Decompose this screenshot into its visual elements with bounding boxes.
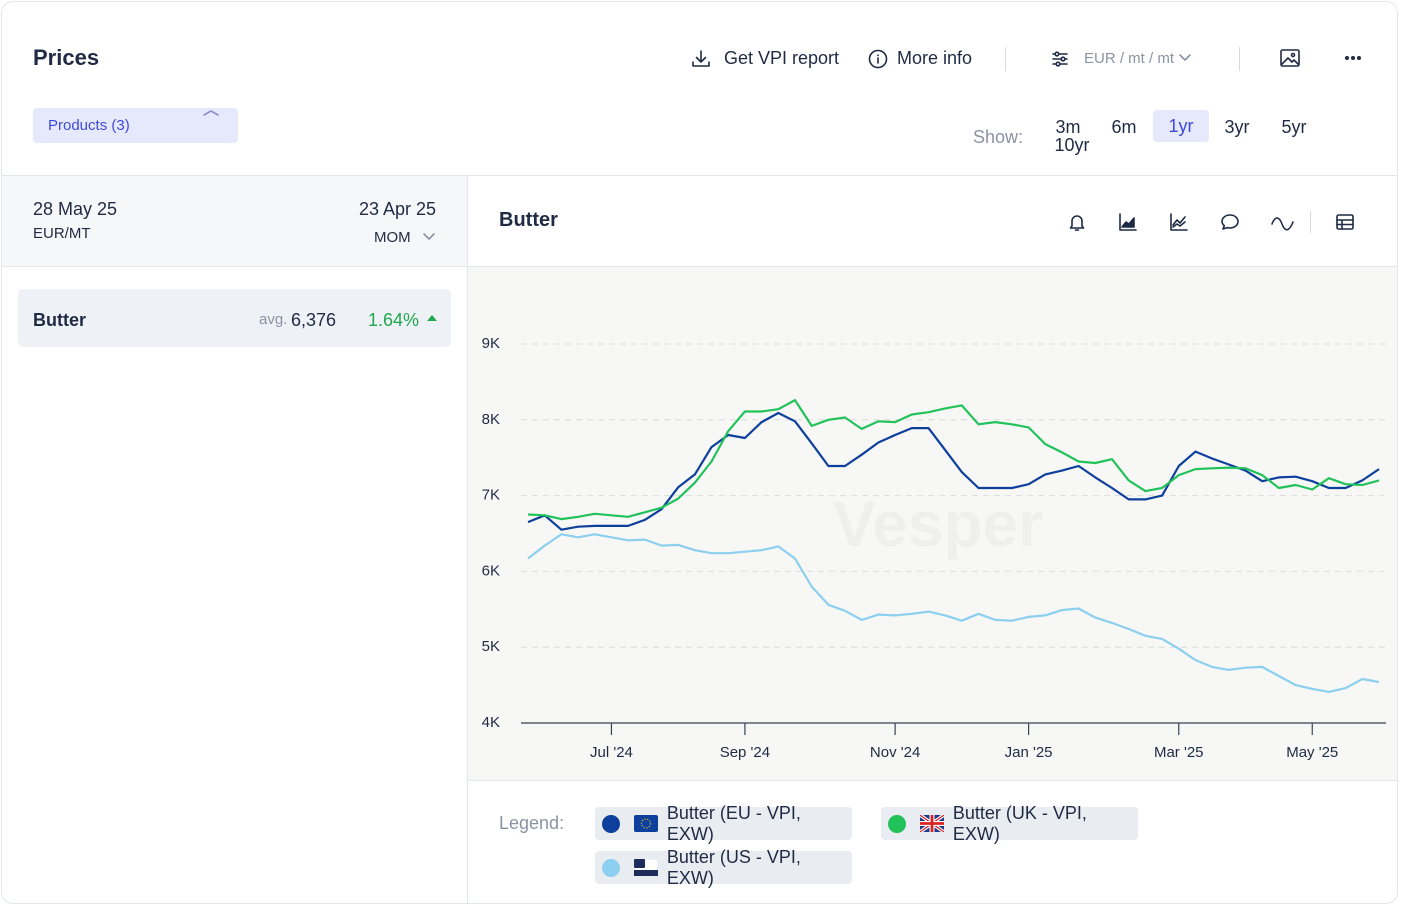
divider (468, 780, 1397, 781)
range-button[interactable]: 3m (1055, 117, 1081, 137)
x-tick-label: Sep '24 (720, 744, 770, 761)
area-chart-icon[interactable] (1117, 211, 1139, 233)
current-date: 28 May 25 (33, 199, 118, 219)
legend-label: Legend: (499, 813, 565, 833)
avg-value: 6,376 (291, 310, 337, 330)
image-export-icon[interactable] (1278, 47, 1302, 69)
legend-item[interactable]: Butter (UK - VPI, EXW) (881, 803, 1138, 844)
collapse-icon (203, 110, 219, 116)
legend-item[interactable]: Butter (EU - VPI, EXW) (595, 803, 852, 844)
y-tick-label: 7K (482, 487, 500, 504)
x-tick-label: Jan '25 (1005, 744, 1053, 761)
divider (2, 175, 1397, 176)
legend-swatch (602, 814, 620, 833)
x-tick-label: May '25 (1286, 744, 1338, 761)
line-chart: Vesper 4K 5K 6K 7K 8K 9K Jul '24 Sep '24 Nov '24… (468, 267, 1397, 780)
info-icon (868, 49, 888, 69)
series-line (527, 533, 1380, 693)
more-info-button[interactable]: More info (897, 48, 973, 68)
x-tick-label: Nov '24 (870, 744, 920, 761)
show-label: Show: (973, 127, 1024, 147)
products-button[interactable]: Products (3) (33, 108, 238, 143)
x-tick-label: Mar '25 (1154, 744, 1204, 761)
y-tick-label: 8K (482, 411, 500, 428)
products-label: Products (3) (48, 117, 130, 134)
product-row[interactable]: Butter avg. 6,376 1.64% (18, 289, 451, 347)
avg-label: avg. (259, 311, 288, 328)
legend-text: Butter (EU - VPI, EXW) (666, 802, 801, 844)
divider (468, 266, 1397, 267)
line-chart-icon[interactable] (1168, 211, 1190, 233)
page-title: Prices (33, 45, 100, 70)
divider (1310, 211, 1311, 233)
settings-icon (1052, 51, 1068, 67)
legend-swatch (602, 858, 620, 877)
alert-icon[interactable] (1066, 211, 1088, 233)
up-arrow (427, 315, 437, 321)
mode-selector[interactable]: MOM (374, 229, 411, 246)
y-tick-label: 5K (482, 638, 500, 655)
series-line (527, 399, 1380, 521)
legend-flag (919, 815, 944, 832)
comment-icon[interactable] (1219, 211, 1241, 233)
change-value: 1.64% (368, 310, 420, 330)
range-button[interactable]: 6m (1111, 117, 1137, 137)
legend-flag (633, 859, 658, 876)
y-tick-label: 9K (482, 335, 500, 352)
get-report-button[interactable]: Get VPI report (724, 48, 840, 68)
legend-flag (633, 815, 658, 832)
legend: Butter (EU - VPI, EXW) Butter (UK - VPI, … (595, 803, 1155, 888)
legend-text: Butter (US - VPI, EXW) (666, 846, 801, 888)
legend-item[interactable]: Butter (US - VPI, EXW) (595, 847, 852, 888)
divider (2, 266, 467, 267)
chart-title: Butter (499, 209, 558, 231)
product-name: Butter (33, 310, 86, 330)
more-menu-icon[interactable] (1342, 52, 1364, 64)
range-button[interactable]: 10yr (1054, 135, 1090, 155)
chevron-icon (423, 233, 435, 240)
divider (1239, 47, 1240, 71)
range-button[interactable]: 5yr (1281, 117, 1307, 137)
range-button[interactable]: 3yr (1224, 117, 1250, 137)
y-tick-label: 6K (482, 562, 500, 579)
watermark: Vesper (833, 488, 1043, 560)
range-button-active[interactable]: 1yr (1153, 110, 1209, 142)
unit-label: EUR/MT (33, 225, 91, 242)
summary-header: 28 May 25 EUR/MT 23 Apr 25 MOM (2, 176, 467, 266)
compare-date: 23 Apr 25 (358, 199, 436, 219)
x-tick-label: Jul '24 (590, 744, 633, 761)
divider (467, 176, 468, 903)
divider (1005, 47, 1006, 71)
download-icon (692, 50, 710, 67)
unit-selector[interactable]: EUR / mt / mt (1084, 50, 1174, 67)
smooth-icon[interactable] (1270, 211, 1296, 233)
legend-swatch (888, 814, 906, 833)
y-tick-label: 4K (482, 714, 500, 731)
chevron-icon (1179, 54, 1191, 61)
table-icon[interactable] (1334, 211, 1356, 233)
legend-text: Butter (UK - VPI, EXW) (952, 802, 1087, 844)
